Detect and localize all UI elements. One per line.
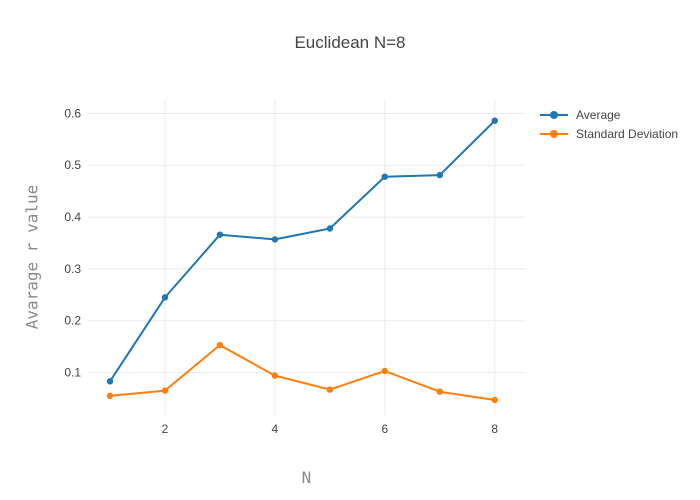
series-line-average (109, 119, 496, 383)
data-point-average[interactable] (271, 236, 279, 243)
data-point-average[interactable] (106, 378, 114, 385)
legend-marker-icon (540, 129, 568, 138)
y-tick-label: 0.1 (64, 365, 81, 379)
x-tick-label: 4 (272, 422, 279, 436)
data-point-standard-deviation[interactable] (161, 387, 169, 394)
y-tick-label: 0.4 (64, 210, 81, 224)
data-point-average[interactable] (436, 171, 443, 179)
legend-label: Standard Deviation (576, 126, 679, 141)
plot-area[interactable] (88, 100, 525, 415)
legend-label: Average (576, 107, 621, 122)
data-point-standard-deviation[interactable] (271, 372, 279, 379)
series-average (106, 117, 498, 385)
data-point-standard-deviation[interactable] (381, 367, 388, 375)
data-point-average[interactable] (216, 231, 224, 238)
gridlines (88, 100, 525, 415)
legend-marker-icon (540, 110, 568, 119)
x-axis-title: N (301, 468, 312, 487)
x-tick-label: 6 (381, 422, 388, 436)
y-tick-label: 0.3 (64, 262, 81, 276)
series-standard-deviation (106, 341, 498, 404)
data-point-standard-deviation[interactable] (216, 341, 224, 349)
series-line-standard-deviation (109, 344, 496, 401)
legend: Average Standard Deviation (540, 105, 678, 143)
legend-item-standard-deviation[interactable]: Standard Deviation (540, 124, 678, 143)
data-point-average[interactable] (326, 225, 334, 232)
data-point-standard-deviation[interactable] (326, 386, 334, 393)
y-axis-title: Avarage r value (22, 184, 42, 330)
data-point-standard-deviation[interactable] (106, 392, 114, 399)
y-tick-label: 0.5 (64, 158, 81, 172)
chart-title: Euclidean N=8 (294, 33, 406, 52)
data-point-average[interactable] (381, 173, 388, 180)
data-point-average[interactable] (491, 117, 498, 124)
tick-labels: 0.1 0.2 0.3 0.4 0.5 0.6 2 4 6 8 (64, 106, 498, 436)
data-point-standard-deviation[interactable] (436, 388, 443, 395)
y-tick-label: 0.6 (64, 106, 81, 120)
legend-item-average[interactable]: Average (540, 105, 678, 124)
y-tick-label: 0.2 (64, 314, 81, 328)
data-point-average[interactable] (161, 294, 169, 301)
x-tick-label: 2 (162, 422, 169, 436)
x-tick-label: 8 (491, 422, 498, 436)
data-point-standard-deviation[interactable] (491, 396, 498, 404)
